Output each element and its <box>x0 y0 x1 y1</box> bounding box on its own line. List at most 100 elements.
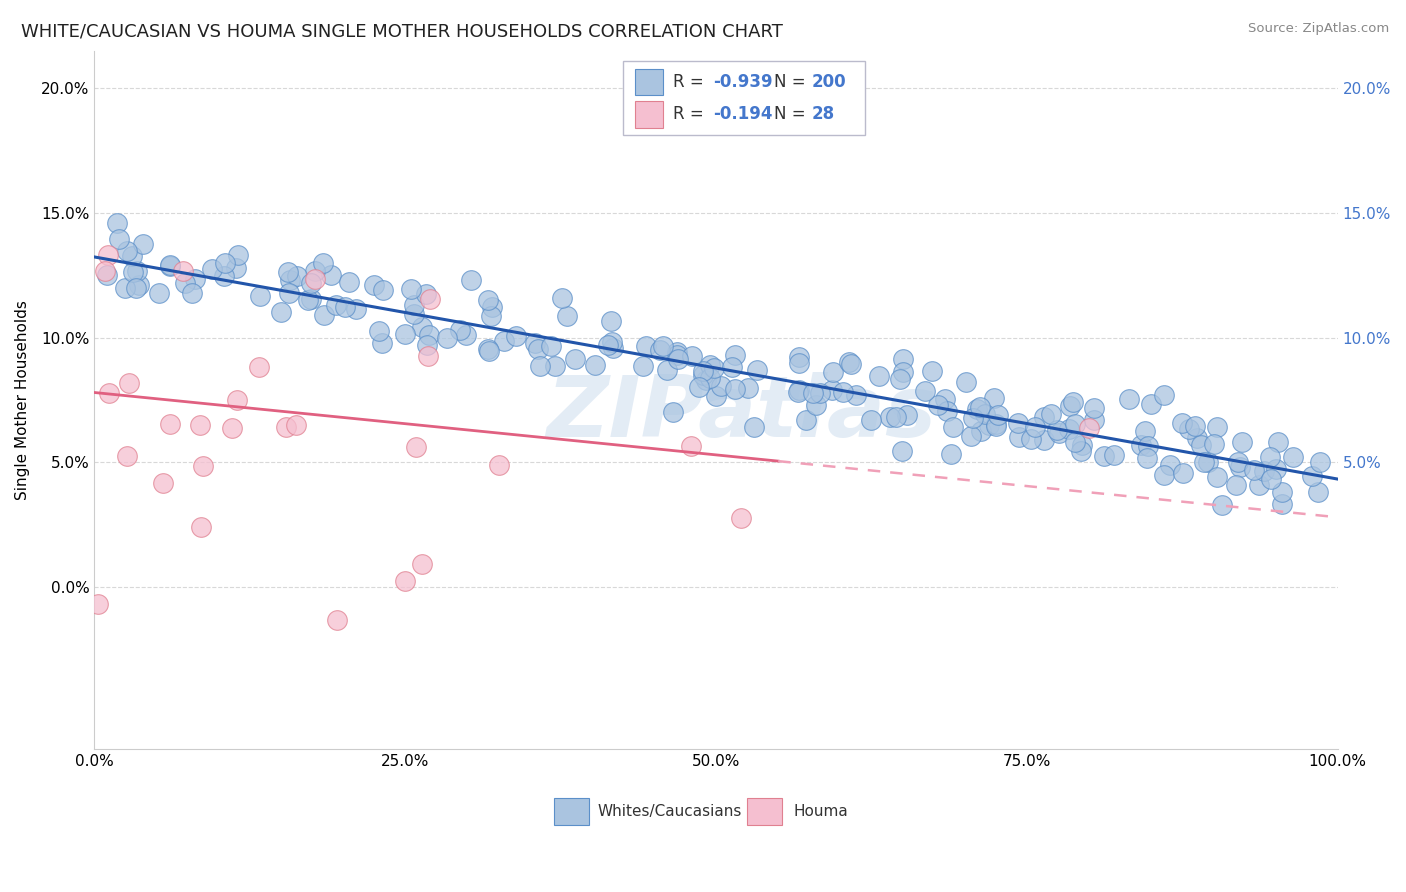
Point <box>1230 435 1253 450</box>
Point <box>1102 448 1125 462</box>
Text: -0.939: -0.939 <box>714 73 773 91</box>
Point <box>481 300 503 314</box>
Point <box>285 418 308 433</box>
Point <box>188 417 211 432</box>
Point <box>401 282 423 296</box>
Point <box>1258 450 1281 465</box>
Point <box>124 281 146 295</box>
Point <box>122 265 145 279</box>
Point <box>564 352 586 367</box>
Point <box>1192 455 1215 469</box>
Point <box>602 342 624 356</box>
Point <box>1265 462 1288 476</box>
Point <box>1062 395 1084 409</box>
Point <box>1064 417 1087 432</box>
Point <box>132 236 155 251</box>
Point <box>969 400 991 414</box>
Point <box>789 350 811 364</box>
Text: R =: R = <box>672 73 709 91</box>
Point <box>304 264 326 278</box>
Point <box>787 384 810 399</box>
Point <box>681 349 703 363</box>
Point <box>896 408 918 422</box>
Point <box>839 358 862 372</box>
Point <box>1267 435 1289 450</box>
FancyBboxPatch shape <box>636 101 662 128</box>
Text: 200: 200 <box>811 73 846 91</box>
Point <box>695 373 717 387</box>
Point <box>808 385 831 400</box>
Text: R =: R = <box>672 105 709 123</box>
Point <box>183 272 205 286</box>
Point <box>845 387 868 401</box>
Point <box>460 273 482 287</box>
Point <box>555 310 578 324</box>
Point <box>1178 422 1201 436</box>
Point <box>1205 470 1227 484</box>
Point <box>274 419 297 434</box>
Point <box>648 343 671 357</box>
Point <box>692 368 714 383</box>
Point <box>984 418 1007 433</box>
Point <box>415 287 437 301</box>
Point <box>418 327 440 342</box>
Point <box>724 382 747 396</box>
Point <box>312 256 335 270</box>
Point <box>884 409 907 424</box>
Point <box>1247 477 1270 491</box>
Point <box>984 417 1007 432</box>
Point <box>692 364 714 378</box>
Point <box>1049 425 1071 440</box>
Point <box>226 248 249 262</box>
Point <box>1309 455 1331 469</box>
Point <box>583 358 606 372</box>
Text: ZIPatlas: ZIPatlas <box>546 373 936 456</box>
Point <box>1260 472 1282 486</box>
Point <box>304 272 326 286</box>
Point <box>551 291 574 305</box>
Point <box>1281 450 1303 464</box>
Point <box>404 298 426 312</box>
Point <box>108 231 131 245</box>
Point <box>226 393 249 408</box>
Point <box>704 389 727 403</box>
Point <box>724 348 747 362</box>
Point <box>319 268 342 283</box>
Point <box>212 268 235 283</box>
Point <box>418 349 440 363</box>
Point <box>935 404 957 418</box>
Point <box>121 249 143 263</box>
Point <box>737 381 759 395</box>
Point <box>505 329 527 343</box>
Point <box>868 369 890 384</box>
Point <box>721 360 744 375</box>
Point <box>600 335 623 350</box>
Point <box>86 597 108 611</box>
Point <box>655 363 678 377</box>
Point <box>411 320 433 334</box>
Point <box>278 273 301 287</box>
Point <box>449 323 471 337</box>
Point <box>794 413 817 427</box>
Point <box>927 398 949 412</box>
Point <box>436 331 458 345</box>
Point <box>1070 444 1092 458</box>
Point <box>970 424 993 438</box>
Point <box>596 337 619 351</box>
Point <box>159 417 181 432</box>
Point <box>921 363 943 377</box>
Point <box>974 407 997 421</box>
Point <box>278 286 301 301</box>
Point <box>148 286 170 301</box>
FancyBboxPatch shape <box>623 62 865 135</box>
Point <box>1118 392 1140 406</box>
Point <box>363 277 385 292</box>
Point <box>529 359 551 374</box>
Text: Houma: Houma <box>793 804 848 819</box>
Point <box>1153 467 1175 482</box>
Point <box>1007 416 1029 430</box>
Point <box>977 418 1000 433</box>
Point <box>1057 422 1080 436</box>
Point <box>172 264 194 278</box>
Point <box>662 405 685 419</box>
